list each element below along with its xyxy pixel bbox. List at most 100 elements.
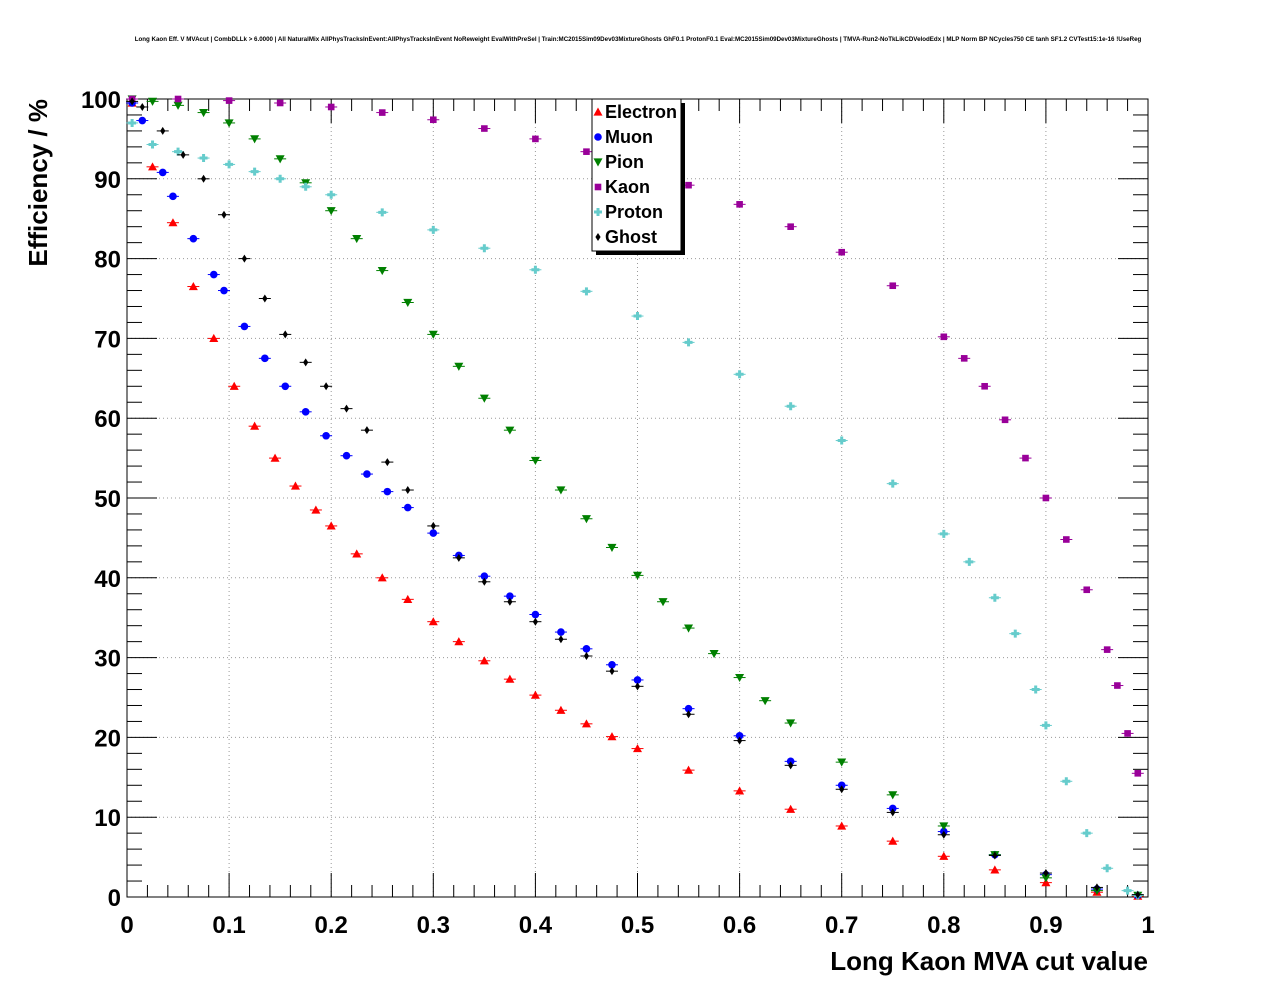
proton-point [1103, 864, 1112, 873]
y-tick-label: 80 [94, 247, 121, 274]
muon-point [322, 431, 330, 440]
pion-point [352, 235, 362, 244]
ghost-point [532, 617, 538, 626]
muon-point [158, 168, 167, 177]
muon-point [735, 732, 744, 740]
electron-point [684, 765, 694, 774]
kaon-point [960, 355, 968, 362]
proton-point [199, 154, 208, 163]
pion-point [939, 822, 949, 831]
proton-point [837, 436, 846, 445]
pion-point [224, 119, 234, 128]
x-tick-label: 0.4 [519, 912, 553, 939]
electron-point [188, 282, 198, 291]
kaon-point [940, 333, 948, 341]
kaon-point [378, 109, 386, 116]
legend-entry-ghost: Ghost [595, 227, 657, 247]
x-tick-label: 1 [1141, 912, 1154, 939]
electron-point [454, 637, 464, 646]
pion-point [556, 486, 566, 495]
kaon-point [1083, 586, 1091, 594]
pion-point [684, 624, 694, 633]
legend-label-muon: Muon [605, 127, 653, 147]
electron-point [888, 836, 898, 845]
muon-point [363, 470, 371, 478]
electron-point [290, 481, 300, 490]
electron-point [148, 162, 158, 171]
electron-point [633, 744, 642, 753]
legend: Electron Muon Pion Kaon Proton Ghost [591, 98, 685, 255]
electron-point [990, 865, 1000, 874]
electron-point [326, 521, 336, 530]
ghost-point [583, 652, 590, 661]
electron-point [939, 851, 949, 860]
muon-point [684, 704, 693, 713]
pion-point [760, 697, 770, 706]
ghost-point [890, 808, 896, 817]
pion-point [454, 362, 464, 371]
kaon-point [1001, 416, 1009, 424]
ghost-point [456, 553, 462, 562]
proton-point [301, 182, 310, 191]
y-tick-labels: 0 10 20 30 40 50 60 70 80 90 100 [81, 87, 121, 912]
x-tick-label: 0.6 [723, 912, 756, 939]
ghost-point [941, 830, 947, 839]
muon-point [209, 270, 218, 279]
kaon-point [1114, 682, 1121, 689]
muon-point [557, 628, 565, 636]
legend-marker-pion [593, 158, 603, 167]
kaon-point [532, 135, 539, 143]
ghost-point [558, 635, 564, 644]
x-tick-label: 0.2 [315, 912, 348, 939]
ghost-point [839, 785, 845, 794]
proton-point [1031, 685, 1040, 694]
proton-point [939, 529, 948, 538]
pion-point [735, 673, 745, 683]
proton-point [1062, 777, 1071, 786]
proton-point [378, 208, 387, 217]
proton-point [633, 312, 642, 321]
ghost-point [1043, 869, 1049, 878]
ghost-point [788, 761, 794, 770]
proton-point [276, 174, 285, 183]
muon-point [608, 660, 616, 669]
x-tick-label: 0 [120, 912, 133, 939]
pion-point [377, 266, 387, 276]
y-tick-label: 30 [94, 646, 121, 673]
electron-point [735, 786, 745, 795]
legend-entry-proton: Proton [594, 202, 663, 222]
pion-point [786, 719, 796, 728]
pion-point [658, 598, 668, 607]
muon-point [169, 192, 177, 201]
proton-point [786, 402, 795, 411]
pion-point [607, 543, 617, 552]
ghost-point [737, 736, 743, 745]
legend-label-ghost: Ghost [605, 227, 657, 247]
pion-point [709, 650, 719, 659]
legend-entry-electron: Electron [593, 102, 677, 122]
pion-point [505, 426, 515, 435]
legend-marker-muon [594, 133, 602, 141]
pion-point [403, 298, 413, 307]
ghost-point [343, 404, 350, 413]
muon-point [582, 645, 591, 653]
ghost-point [609, 667, 615, 676]
muon-point [240, 322, 249, 331]
electron-point [428, 617, 438, 626]
pion-point [250, 135, 260, 144]
series-pion [126, 95, 1144, 900]
kaon-point [838, 248, 845, 256]
electron-point [479, 656, 489, 665]
kaon-point [889, 282, 897, 290]
legend-label-proton: Proton [605, 202, 663, 222]
electron-point [377, 573, 387, 582]
pion-point [530, 456, 540, 465]
proton-point [148, 140, 157, 149]
legend-label-kaon: Kaon [605, 177, 650, 197]
electron-point [168, 218, 178, 227]
electron-point [837, 821, 847, 830]
x-tick-label: 0.5 [621, 912, 654, 939]
ghost-point [160, 126, 166, 135]
proton-point [582, 287, 591, 296]
pion-point [479, 394, 489, 403]
